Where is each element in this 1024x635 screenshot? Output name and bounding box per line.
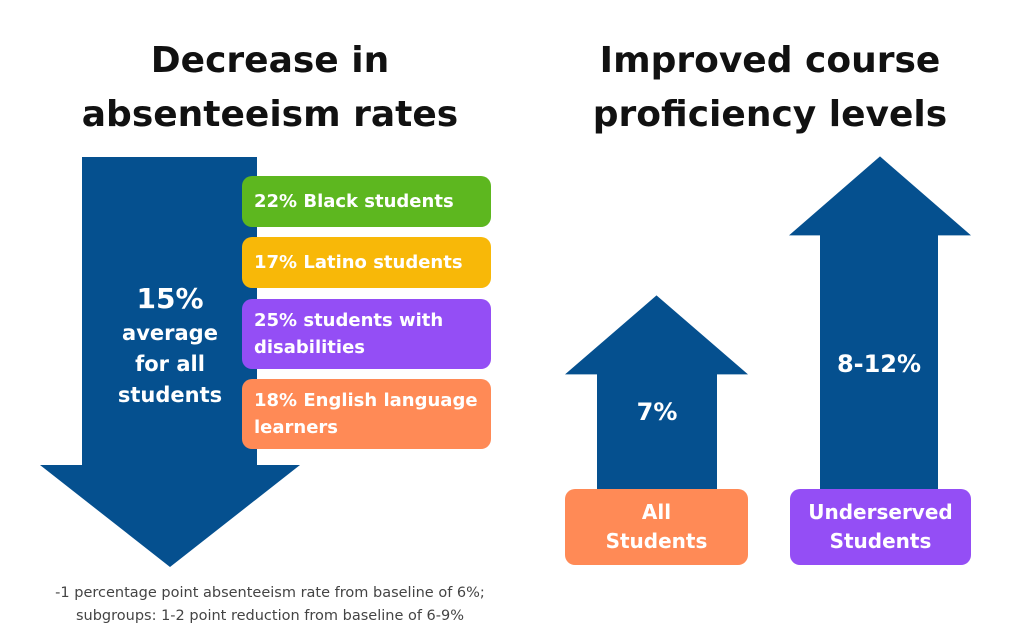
subgroup-label: 18% English language learners: [254, 390, 478, 438]
value-label-underserved-students: 8-12%: [836, 350, 922, 378]
category-line1: Underserved: [808, 500, 953, 524]
average-line3: students: [117, 383, 223, 407]
category-line2: Students: [605, 529, 708, 553]
average-absenteeism-label: 15% average for all students: [100, 280, 240, 411]
average-line1: average: [122, 321, 218, 345]
absenteeism-title: Decrease in absenteeism rates: [30, 34, 510, 142]
average-value: 15%: [136, 282, 204, 315]
category-label-all-students: All Students: [565, 489, 748, 565]
footnote: -1 percentage point absenteeism rate fro…: [0, 582, 540, 628]
subgroup-label: 25% students with disabilities: [254, 310, 444, 358]
category-label-underserved-students: Underserved Students: [790, 489, 971, 565]
down-arrow-icon: [40, 157, 300, 567]
footnote-line1: -1 percentage point absenteeism rate fro…: [55, 585, 485, 601]
proficiency-title-line1: Improved course: [599, 40, 941, 81]
average-line2: for all: [135, 352, 205, 376]
subgroup-label: 22% Black students: [254, 191, 454, 212]
proficiency-title: Improved course proficiency levels: [540, 34, 1000, 142]
subgroup-students-with-disabilities: 25% students with disabilities: [242, 299, 491, 369]
proficiency-title-line2: proficiency levels: [592, 94, 948, 135]
subgroup-black-students: 22% Black students: [242, 176, 491, 227]
up-arrow-all-students: [565, 295, 748, 490]
absenteeism-title-line2: absenteeism rates: [81, 94, 459, 135]
absenteeism-title-line1: Decrease in: [150, 40, 390, 81]
subgroup-label: 17% Latino students: [254, 252, 463, 273]
footnote-line2: subgroups: 1-2 point reduction from base…: [75, 608, 465, 624]
subgroup-latino-students: 17% Latino students: [242, 237, 491, 288]
value-label-all-students: 7%: [636, 398, 678, 426]
subgroup-english-language-learners: 18% English language learners: [242, 379, 491, 449]
category-line1: All: [641, 500, 672, 524]
category-line2: Students: [829, 529, 932, 553]
up-arrow-underserved-students: [789, 156, 971, 490]
